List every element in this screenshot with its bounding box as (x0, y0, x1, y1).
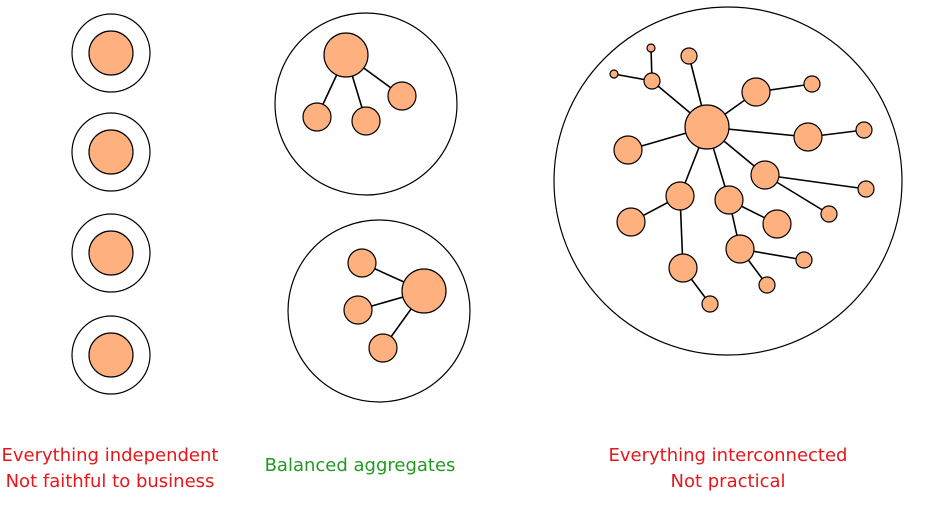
independent-node (88, 332, 134, 378)
balanced-aggregate-1-child-node (302, 102, 332, 132)
interconnected-node (857, 180, 875, 198)
interconnected-node (665, 181, 695, 211)
interconnected-node (613, 135, 643, 165)
aggregate-boundary (274, 12, 458, 196)
interconnected-node (680, 47, 698, 65)
caption-interconnected-line2: Not practical (670, 471, 786, 492)
interconnected-edge (764, 174, 867, 190)
balanced-aggregate-2-child-node (368, 333, 398, 363)
interconnected-node (741, 77, 771, 107)
independent-node (88, 129, 134, 175)
aggregate-boundary (71, 112, 151, 192)
interconnected-node (646, 43, 656, 53)
balanced-aggregate-2-root-node (401, 268, 447, 314)
caption-balanced-aggregates: Balanced aggregates (250, 453, 470, 479)
interconnected-node (750, 160, 780, 190)
independent-node (88, 30, 134, 76)
caption-everything-independent: Everything independent Not faithful to b… (0, 443, 220, 495)
interconnected-node (714, 185, 744, 215)
interconnected-node (616, 207, 646, 237)
interconnected-node (803, 75, 821, 93)
interconnected-node (609, 69, 619, 79)
independent-node (88, 230, 134, 276)
aggregate-boundary (553, 6, 903, 356)
caption-everything-interconnected: Everything interconnected Not practical (588, 443, 868, 495)
interconnected-hub-node (684, 104, 730, 150)
interconnected-node (795, 251, 813, 269)
interconnected-node (668, 253, 698, 283)
interconnected-node (758, 276, 776, 294)
interconnected-node (793, 122, 823, 152)
interconnected-node (643, 72, 661, 90)
aggregate-boundary (287, 219, 471, 403)
interconnected-node (701, 295, 719, 313)
aggregate-boundary (71, 213, 151, 293)
aggregate-boundary (71, 315, 151, 395)
balanced-aggregate-1-root-node (323, 32, 369, 78)
aggregate-boundary (71, 13, 151, 93)
caption-interconnected-line1: Everything interconnected (608, 445, 848, 466)
balanced-aggregate-2-child-node (347, 248, 377, 278)
interconnected-node (762, 209, 792, 239)
balanced-aggregate-1-child-node (351, 106, 381, 136)
interconnected-node (725, 234, 755, 264)
caption-balanced-line1: Balanced aggregates (264, 455, 456, 476)
interconnected-node (820, 205, 838, 223)
caption-independent-line2: Not faithful to business (5, 471, 215, 492)
caption-independent-line1: Everything independent (1, 445, 219, 466)
interconnected-node (855, 121, 873, 139)
balanced-aggregate-2-child-node (343, 295, 373, 325)
balanced-aggregate-1-child-node (387, 81, 417, 111)
